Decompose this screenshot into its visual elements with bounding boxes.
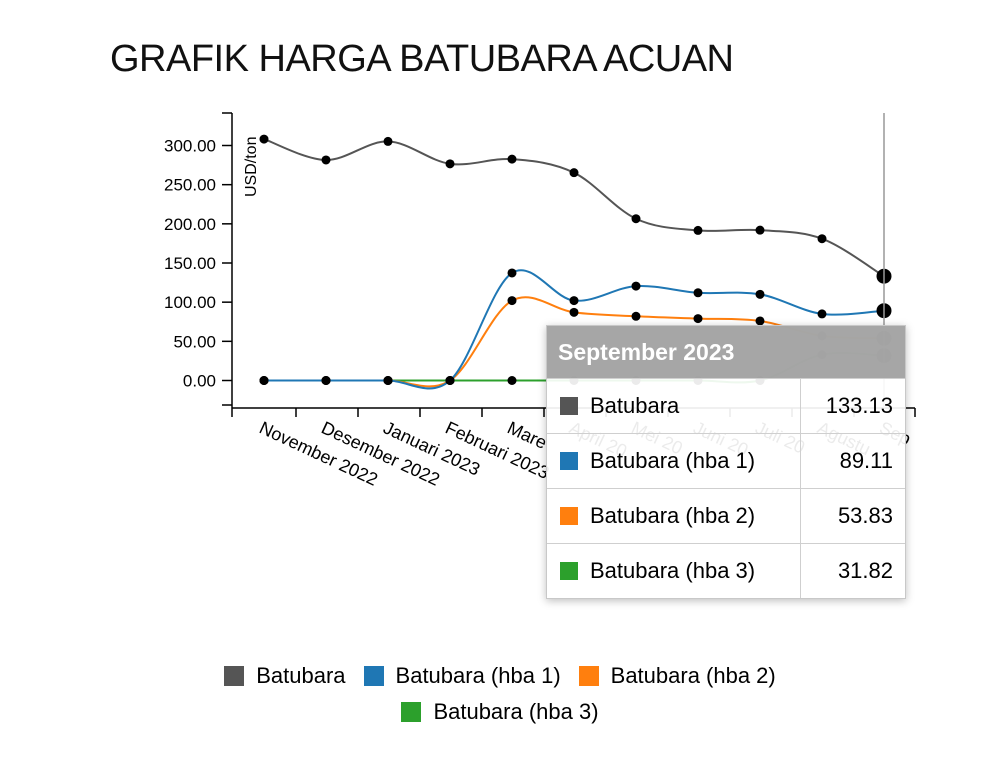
- legend-row: Batubara (hba 3): [0, 694, 994, 730]
- data-point[interactable]: [693, 314, 703, 324]
- chart-title: GRAFIK HARGA BATUBARA ACUAN: [110, 38, 734, 80]
- legend-item[interactable]: Batubara (hba 1): [363, 658, 561, 694]
- data-point[interactable]: [755, 289, 765, 299]
- legend-item[interactable]: Batubara (hba 2): [578, 658, 776, 694]
- legend-item[interactable]: Batubara (hba 3): [401, 694, 599, 730]
- data-point[interactable]: [569, 307, 579, 317]
- series-swatch: [560, 507, 578, 525]
- data-point[interactable]: [259, 134, 269, 144]
- y-tick-label: 250.00: [164, 176, 216, 195]
- y-axis: 0.00 50.00 100.00 150.00 200.00 250.00 300.00: [164, 112, 233, 408]
- data-point[interactable]: [817, 309, 827, 319]
- tooltip-table: Batubara 133.13 Batubara (hba 1) 89.11 Batub…: [547, 378, 905, 598]
- tooltip-value: 89.11: [800, 433, 905, 489]
- y-tick-label: 300.00: [164, 137, 216, 156]
- legend: Batubara Batubara (hba 1) Batubara (hba 2)…: [0, 658, 994, 730]
- legend-row: Batubara Batubara (hba 1) Batubara (hba 2): [0, 658, 994, 694]
- series-swatch: [560, 452, 578, 470]
- data-point[interactable]: [631, 281, 641, 291]
- data-point[interactable]: [755, 225, 765, 235]
- tooltip-row: Batubara (hba 2) 53.83: [547, 488, 905, 544]
- tooltip-series-name: Batubara (hba 2): [547, 488, 801, 544]
- series-line: [264, 269, 885, 390]
- tooltip-value: 31.82: [800, 543, 905, 598]
- data-point[interactable]: [569, 296, 579, 306]
- data-point[interactable]: [321, 155, 331, 165]
- tooltip-value: 53.83: [800, 488, 905, 544]
- data-point[interactable]: [755, 316, 765, 326]
- data-point[interactable]: [445, 376, 455, 385]
- data-point[interactable]: [817, 234, 827, 244]
- tooltip-series-label: Batubara: [590, 393, 680, 418]
- data-point[interactable]: [693, 288, 703, 298]
- data-point[interactable]: [693, 225, 703, 235]
- data-point[interactable]: [321, 376, 331, 385]
- y-tick-label: 0.00: [183, 372, 216, 391]
- tooltip: September 2023 Batubara 133.13 Batubara (h…: [546, 325, 906, 599]
- tooltip-series-name: Batubara (hba 3): [547, 543, 801, 598]
- tooltip-series-label: Batubara (hba 3): [590, 558, 756, 583]
- tooltip-row: Batubara (hba 1) 89.11: [547, 433, 905, 489]
- tooltip-row: Batubara (hba 3) 31.82: [547, 543, 905, 598]
- legend-label: Batubara (hba 1): [395, 663, 561, 688]
- data-point[interactable]: [445, 159, 455, 169]
- tooltip-series-label: Batubara (hba 2): [590, 503, 756, 528]
- legend-item[interactable]: Batubara: [224, 658, 346, 694]
- tooltip-header: September 2023: [547, 326, 905, 378]
- tooltip-value: 133.13: [800, 378, 905, 434]
- data-point[interactable]: [507, 268, 517, 278]
- y-tick-label: 150.00: [164, 254, 216, 273]
- legend-swatch: [401, 702, 422, 722]
- y-tick-label: 50.00: [173, 332, 216, 351]
- series-swatch: [560, 397, 578, 415]
- legend-label: Batubara (hba 2): [610, 663, 776, 688]
- y-tick-label: 100.00: [164, 293, 216, 312]
- data-point[interactable]: [507, 296, 517, 306]
- data-point[interactable]: [383, 376, 393, 385]
- data-point[interactable]: [631, 311, 641, 321]
- series-group: [259, 134, 892, 390]
- data-point[interactable]: [569, 168, 579, 178]
- data-point[interactable]: [631, 214, 641, 224]
- tooltip-row: Batubara 133.13: [547, 378, 905, 434]
- legend-label: Batubara (hba 3): [433, 699, 599, 724]
- y-axis-label: USD/ton: [243, 137, 260, 197]
- legend-swatch: [224, 666, 245, 686]
- tooltip-series-name: Batubara (hba 1): [547, 433, 801, 489]
- legend-swatch: [578, 666, 599, 686]
- legend-label: Batubara: [256, 663, 346, 688]
- series-line: [263, 138, 885, 278]
- data-point[interactable]: [507, 376, 517, 385]
- data-point[interactable]: [507, 154, 517, 164]
- data-point[interactable]: [259, 376, 269, 385]
- data-point[interactable]: [383, 136, 393, 146]
- tooltip-series-name: Batubara: [547, 378, 801, 434]
- tooltip-series-label: Batubara (hba 1): [590, 448, 756, 473]
- y-tick-label: 200.00: [164, 215, 216, 234]
- legend-swatch: [363, 666, 384, 686]
- series-swatch: [560, 562, 578, 580]
